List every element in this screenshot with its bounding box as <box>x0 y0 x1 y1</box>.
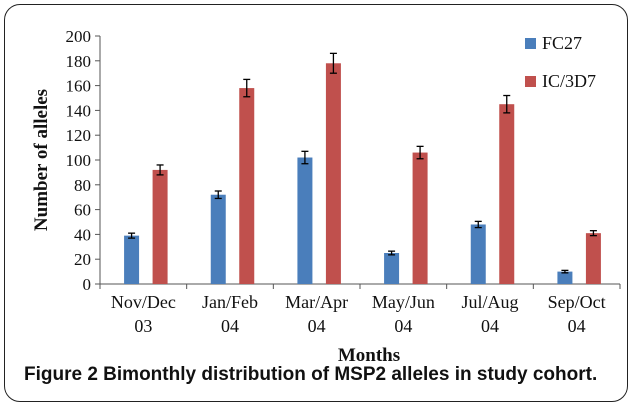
y-tick-label: 160 <box>66 77 92 96</box>
legend-swatch <box>525 76 536 87</box>
x-tick-label: 03 <box>134 316 152 336</box>
bar-fc27 <box>384 253 400 284</box>
bars <box>124 52 601 284</box>
y-tick-label: 0 <box>83 275 92 294</box>
y-ticks: 0 20 40 60 80 100 120 140 160 180 200 <box>66 27 100 294</box>
figure-frame <box>4 4 628 402</box>
bar-fc27 <box>210 194 226 284</box>
x-tick-label: May/Jun <box>372 292 435 312</box>
bar-fc27 <box>557 271 573 284</box>
figure-caption: Figure 2 Bimonthly distribution of MSP2 … <box>24 364 598 385</box>
x-tick-label: 04 <box>394 316 412 336</box>
y-tick-label: 40 <box>74 225 91 244</box>
legend-label: IC/3D7 <box>542 71 596 91</box>
x-tick-label: Sep/Oct <box>548 292 606 312</box>
x-tick-label: Jul/Aug <box>461 292 518 312</box>
y-tick-label: 140 <box>66 101 92 120</box>
bar-ic-3d7 <box>412 152 428 284</box>
y-tick-label: 80 <box>74 176 91 195</box>
y-tick-label: 180 <box>66 52 92 71</box>
bar-fc27 <box>297 157 313 284</box>
x-tick-label: 04 <box>308 316 326 336</box>
y-axis-label: Number of alleles <box>31 89 52 231</box>
y-tick-label: 120 <box>66 126 92 145</box>
bar-fc27 <box>470 224 486 284</box>
legend-label: FC27 <box>542 33 582 53</box>
bar-fc27 <box>124 235 140 284</box>
y-tick-label: 20 <box>74 250 91 269</box>
legend-swatch <box>525 38 536 49</box>
bar-ic-3d7 <box>499 104 515 284</box>
x-tick-label: Nov/Dec <box>111 292 176 312</box>
bar-ic-3d7 <box>152 169 168 284</box>
bar-ic-3d7 <box>325 63 341 284</box>
y-tick-label: 60 <box>74 201 91 220</box>
x-tick-label: 04 <box>221 316 239 336</box>
legend: FC27 IC/3D7 <box>525 33 596 91</box>
x-tick-label: Jan/Feb <box>202 292 258 312</box>
x-tick-label: 04 <box>568 316 586 336</box>
x-tick-label: Mar/Apr <box>285 292 348 312</box>
bar-ic-3d7 <box>239 88 255 284</box>
x-axis-label: Months <box>338 345 400 366</box>
y-tick-label: 100 <box>66 151 92 170</box>
x-ticks: Nov/Dec 03 Jan/Feb 04 Mar/Apr 04 May/Jun 04 Jul/… <box>99 284 621 336</box>
x-tick-label: 04 <box>481 316 499 336</box>
bar-ic-3d7 <box>585 233 601 284</box>
y-tick-label: 200 <box>66 27 92 46</box>
